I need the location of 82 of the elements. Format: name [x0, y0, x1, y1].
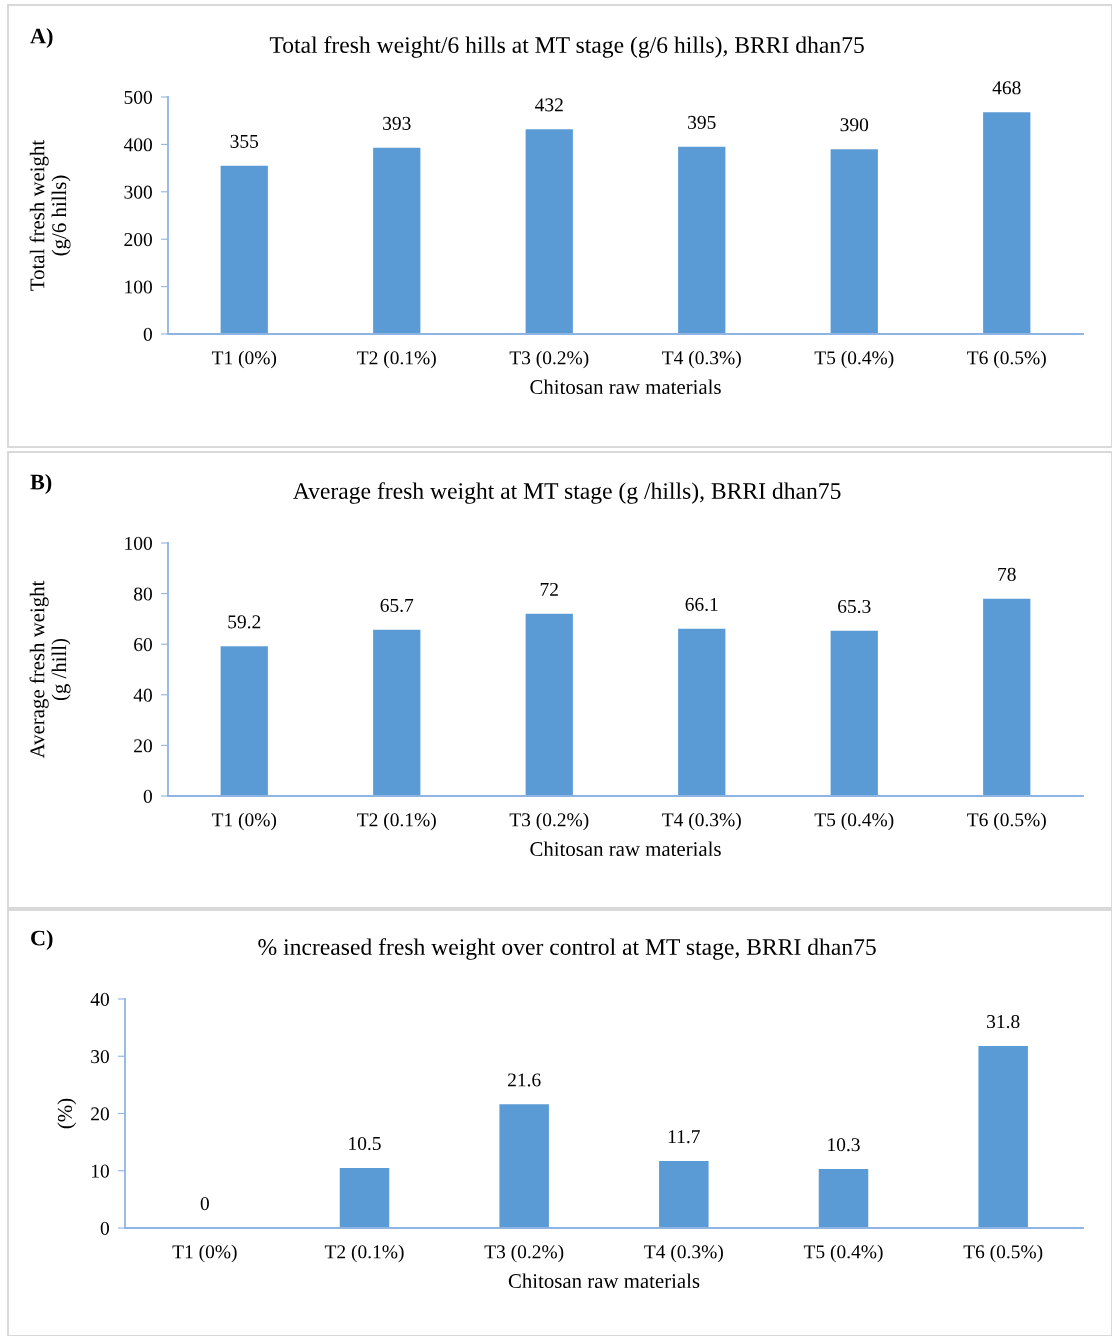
- data-label: 0: [200, 1197, 209, 1211]
- bar: [678, 146, 726, 334]
- data-label: 393: [383, 116, 411, 130]
- bar: [983, 112, 1031, 334]
- bar: [525, 129, 573, 334]
- text: B): [30, 473, 52, 495]
- y-axis-title: (%): [57, 1098, 77, 1129]
- bar: [339, 1167, 390, 1228]
- x-tick-label: T6 (0.5%): [967, 812, 1046, 831]
- data-label: 395: [688, 115, 716, 129]
- x-tick-label: T2 (0.1%): [357, 350, 436, 369]
- data-label: 10.3: [828, 1138, 860, 1152]
- data-label: 355: [230, 134, 259, 148]
- x-tick-label: T6 (0.5%): [963, 1244, 1043, 1263]
- data-label: 10.5: [349, 1136, 381, 1151]
- bar: [983, 598, 1031, 796]
- y-tick-label: 300: [124, 185, 152, 199]
- y-axis-title: Total fresh weight (g/6 hills): [29, 139, 71, 291]
- x-tick-label: T3 (0.2%): [484, 1244, 564, 1263]
- y-tick-label: 10: [91, 1164, 109, 1178]
- x-tick-label: T4 (0.3%): [644, 1244, 723, 1263]
- x-axis-title: Chitosan raw materials: [508, 1273, 700, 1289]
- x-tick-label: T1 (0%): [211, 812, 277, 831]
- y-tick-label: 40: [90, 992, 109, 1006]
- x-tick-label: T4 (0.3%): [662, 812, 741, 831]
- x-tick-label: T3 (0.2%): [509, 812, 589, 831]
- x-tick-label: T3 (0.2%): [509, 350, 589, 369]
- data-label: 65.7: [380, 598, 414, 613]
- x-tick-label: T2 (0.1%): [357, 812, 436, 831]
- chart-title: Average fresh weight at MT stage (g /hills), BRRI dhan75: [293, 482, 841, 504]
- data-label: 390: [840, 118, 869, 132]
- y-tick-label: 60: [134, 638, 152, 652]
- x-tick-label: T1 (0%): [211, 350, 277, 369]
- data-label: 31.8: [987, 1014, 1020, 1029]
- x-tick-label: T1 (0%): [172, 1244, 237, 1263]
- y-tick-label: 0: [143, 327, 152, 341]
- y-tick-label: 20: [91, 1107, 109, 1121]
- data-label: 432: [535, 98, 563, 112]
- y-tick-label: 20: [134, 739, 152, 753]
- y-tick-label: 400: [123, 138, 152, 152]
- x-axis-title: Chitosan raw materials: [530, 841, 721, 857]
- bar: [220, 165, 268, 334]
- bar: [499, 1104, 549, 1228]
- bar: [659, 1161, 709, 1228]
- x-tick-label: T4 (0.3%): [662, 350, 741, 369]
- x-tick-label: T5 (0.4%): [803, 1244, 883, 1263]
- data-label: 78: [998, 567, 1016, 581]
- bar: [818, 1169, 869, 1228]
- bar: [830, 630, 878, 796]
- y-tick-label: 100: [125, 536, 152, 550]
- chart-title: % increased fresh weight over control at MT stage, BRRI dhan75: [258, 938, 876, 960]
- y-axis-title: Average fresh weight (g /hill): [29, 580, 71, 759]
- y-tick-label: 30: [91, 1050, 109, 1064]
- bar: [220, 646, 268, 796]
- y-tick-label: 80: [134, 587, 152, 601]
- y-tick-label: 0: [143, 789, 152, 803]
- text: A): [30, 27, 53, 49]
- data-label: 72: [540, 582, 558, 596]
- data-label: 66.1: [685, 597, 718, 612]
- y-tick-label: 100: [125, 280, 152, 294]
- data-label: 59.2: [228, 615, 261, 629]
- text: C): [31, 929, 53, 951]
- y-tick-label: 500: [124, 90, 152, 104]
- bar: [830, 149, 878, 334]
- x-tick-label: T6 (0.5%): [967, 350, 1046, 369]
- x-tick-label: T5 (0.4%): [814, 812, 894, 831]
- y-tick-label: 200: [124, 233, 152, 247]
- bar: [525, 613, 573, 796]
- bar: [678, 628, 726, 796]
- y-tick-label: 0: [100, 1221, 109, 1235]
- bar: [978, 1045, 1028, 1228]
- data-label: 468: [992, 81, 1021, 95]
- data-label: 21.6: [508, 1073, 541, 1087]
- bar: [373, 147, 421, 334]
- y-tick-label: 40: [133, 688, 152, 702]
- x-tick-label: T2 (0.1%): [324, 1244, 404, 1263]
- x-tick-label: T5 (0.4%): [814, 350, 894, 369]
- data-label: 11.7: [668, 1130, 700, 1144]
- x-axis-title: Chitosan raw materials: [530, 379, 721, 395]
- data-label: 65.3: [838, 599, 871, 614]
- chart-title: Total fresh weight/6 hills at MT stage (g/6 hills), BRRI dhan75: [269, 36, 864, 58]
- bar: [373, 629, 421, 796]
